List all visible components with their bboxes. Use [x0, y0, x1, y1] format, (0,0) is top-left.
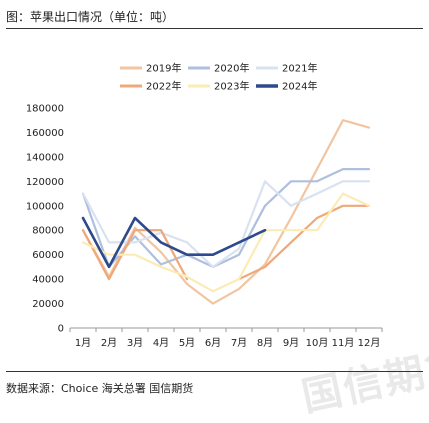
y-tick-label: 180000 — [26, 104, 64, 115]
legend-label: 2021年 — [282, 62, 317, 75]
y-tick-label: 80000 — [32, 226, 64, 237]
series-lines — [81, 119, 371, 305]
legend-label: 2024年 — [282, 80, 317, 93]
y-tick-label: 60000 — [32, 250, 64, 261]
bottom-rule — [6, 371, 423, 372]
x-tick-label: 11月 — [332, 337, 355, 349]
x-tick-label: 2月 — [101, 337, 117, 349]
legend-label: 2020年 — [214, 62, 249, 75]
chart-title: 图：苹果出口情况（单位：吨） — [6, 10, 175, 24]
series-line-2021年 — [81, 180, 371, 268]
y-axis: 0 20000 40000 60000 80000 100000 120000 140000 1… — [26, 104, 64, 335]
x-axis: 1月 2月 3月 4月 5月 6月 7月 8月 9月 10月 11月 12月 — [69, 327, 383, 349]
x-tick-label: 6月 — [205, 337, 221, 349]
line-chart: 2019年 2020年 2021年 2022年 2023年 2024年 0 20000 400… — [26, 62, 383, 349]
x-tick-label: 9月 — [283, 337, 299, 349]
x-tick-label: 10月 — [306, 337, 329, 349]
x-tick-label: 7月 — [231, 337, 247, 349]
y-tick-label: 0 — [58, 324, 64, 335]
y-tick-label: 160000 — [26, 128, 64, 139]
x-tick-label: 5月 — [179, 337, 195, 349]
top-rule — [6, 28, 423, 29]
legend-label: 2023年 — [214, 80, 249, 93]
y-tick-label: 120000 — [26, 177, 64, 188]
y-tick-label: 140000 — [26, 152, 64, 163]
series-line-2024年 — [81, 216, 267, 269]
y-tick-label: 100000 — [26, 201, 64, 212]
chart-legend: 2019年 2020年 2021年 2022年 2023年 2024年 — [120, 62, 317, 93]
x-tick-label: 8月 — [257, 337, 273, 349]
x-tick-label: 1月 — [75, 337, 91, 349]
x-tick-label: 4月 — [153, 337, 169, 349]
data-source: 数据来源：Choice 海关总署 国信期货 — [6, 382, 194, 395]
series-line-2019年 — [81, 119, 371, 305]
series-line-2023年 — [81, 192, 371, 293]
y-tick-label: 40000 — [32, 275, 64, 286]
x-tick-label: 3月 — [127, 337, 143, 349]
legend-label: 2019年 — [146, 62, 181, 75]
x-tick-label: 12月 — [358, 337, 381, 349]
legend-label: 2022年 — [146, 80, 181, 93]
y-tick-label: 20000 — [32, 299, 64, 310]
